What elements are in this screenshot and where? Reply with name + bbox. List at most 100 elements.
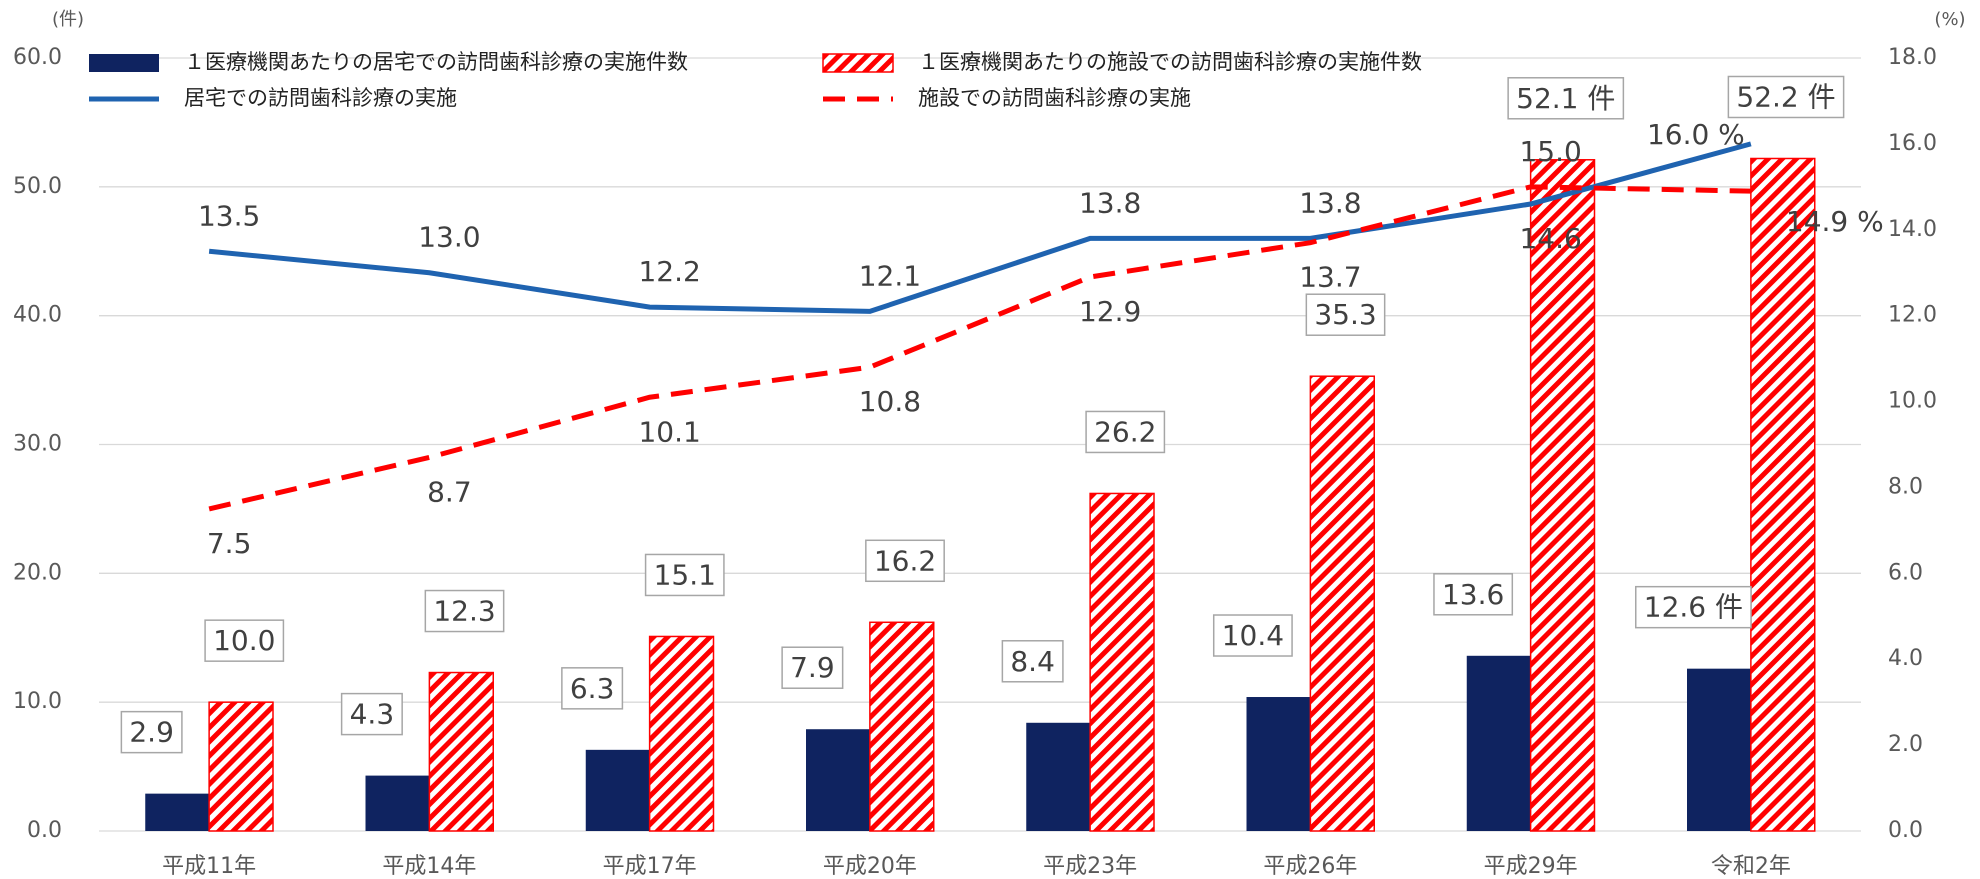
legend-label: 施設での訪問歯科診療の実施 — [918, 86, 1191, 110]
label-box — [1507, 77, 1625, 120]
data-label: 10.1 — [638, 415, 700, 448]
y2-tick-label: 18.0 — [1888, 45, 1937, 70]
bar — [648, 635, 715, 832]
data-label: 13.8 — [1299, 186, 1361, 219]
label-box — [204, 619, 285, 662]
bar — [1529, 159, 1596, 832]
data-label: 52.2 件 — [1736, 80, 1835, 113]
y2-tick-label: 10.0 — [1888, 389, 1937, 414]
bar — [1246, 697, 1311, 831]
data-label: 10.4 — [1222, 619, 1284, 652]
y2-tick-label: 6.0 — [1888, 560, 1923, 585]
x-tick-label: 令和2年 — [1711, 854, 1791, 879]
data-label: 12.1 — [859, 259, 921, 292]
label-box — [120, 710, 183, 754]
label-box — [1085, 410, 1166, 454]
x-tick-label: 平成20年 — [823, 854, 917, 879]
y2-tick-label: 4.0 — [1888, 646, 1923, 671]
data-label: 8.4 — [1010, 645, 1055, 678]
bar — [806, 729, 870, 831]
legend-label: 居宅での訪問歯科診療の実施 — [184, 86, 457, 110]
y-tick-label: 10.0 — [13, 689, 62, 714]
data-label: 14.9 % — [1786, 205, 1884, 238]
bar — [869, 621, 935, 832]
bar — [585, 749, 650, 831]
y2-tick-label: 2.0 — [1888, 732, 1923, 757]
bar — [1466, 655, 1531, 831]
data-label: 15.0 — [1519, 135, 1581, 168]
data-label: 7.9 — [790, 651, 835, 684]
bar — [428, 671, 494, 832]
data-label: 26.2 — [1094, 415, 1156, 448]
data-label: 13.7 — [1299, 261, 1361, 294]
x-tick-label: 平成14年 — [382, 854, 476, 879]
y2-tick-label: 14.0 — [1888, 217, 1937, 242]
label-box — [1305, 293, 1386, 336]
legend-swatch — [822, 53, 894, 73]
data-label: 7.5 — [207, 527, 252, 560]
data-label: 13.6 — [1442, 578, 1504, 611]
data-label: 13.8 — [1079, 186, 1141, 219]
bar — [208, 701, 274, 832]
label-box — [424, 589, 505, 633]
data-label: 2.9 — [129, 716, 174, 749]
data-label: 13.5 — [198, 199, 260, 232]
label-box — [1727, 75, 1845, 119]
y-tick-label: 60.0 — [13, 45, 62, 70]
y-tick-label: 30.0 — [13, 432, 62, 457]
bar — [145, 793, 210, 831]
bar — [1026, 722, 1091, 831]
label-box — [1433, 573, 1514, 616]
x-tick-label: 平成11年 — [162, 854, 256, 879]
data-label: 8.7 — [427, 475, 472, 508]
label-box — [340, 692, 403, 736]
bar — [1309, 375, 1375, 832]
bar — [1687, 668, 1751, 831]
label-box — [781, 646, 844, 689]
legend-label: １医療機関あたりの施設での訪問歯科診療の実施件数 — [918, 50, 1422, 74]
x-tick-label: 平成23年 — [1043, 854, 1137, 879]
y2-tick-label: 12.0 — [1888, 303, 1937, 328]
bar — [365, 775, 430, 831]
data-label: 16.0 % — [1647, 118, 1745, 151]
label-box — [865, 539, 945, 583]
label-box — [1212, 614, 1293, 657]
data-label: 12.2 — [638, 255, 700, 288]
y-tick-label: 50.0 — [13, 174, 62, 199]
line — [208, 184, 1751, 512]
data-label: 6.3 — [570, 672, 615, 705]
data-label: 10.0 — [213, 624, 275, 657]
data-label: 35.3 — [1314, 298, 1376, 331]
data-label: 14.6 — [1519, 222, 1581, 255]
bar — [1750, 157, 1816, 832]
data-label: 12.6 件 — [1644, 591, 1743, 624]
data-label: 12.9 — [1079, 295, 1141, 328]
label-box — [1001, 640, 1064, 683]
y-tick-label: 20.0 — [13, 560, 62, 585]
line — [208, 141, 1752, 314]
data-label: 13.0 — [418, 221, 480, 254]
data-label: 12.3 — [433, 595, 495, 628]
bar — [1089, 492, 1155, 832]
data-label: 52.1 件 — [1516, 82, 1615, 115]
label-box — [1635, 585, 1752, 629]
x-tick-label: 平成29年 — [1484, 854, 1578, 879]
y2-tick-label: 16.0 — [1888, 131, 1937, 156]
legend-label: １医療機関あたりの居宅での訪問歯科診療の実施件数 — [184, 50, 688, 74]
y-unit-label: (件) — [52, 9, 84, 30]
data-label: 15.1 — [654, 558, 716, 591]
x-tick-label: 平成26年 — [1263, 854, 1357, 879]
label-box — [561, 667, 624, 710]
y-tick-label: 0.0 — [27, 818, 62, 843]
data-label: 16.2 — [874, 544, 936, 577]
label-box — [644, 553, 725, 597]
y2-tick-label: 0.0 — [1888, 818, 1923, 843]
y2-unit-label: (%) — [1934, 9, 1965, 30]
y-tick-label: 40.0 — [13, 303, 62, 328]
y2-tick-label: 8.0 — [1888, 474, 1923, 499]
x-tick-label: 平成17年 — [603, 854, 697, 879]
legend-swatch — [89, 54, 159, 72]
data-label: 4.3 — [350, 698, 395, 731]
